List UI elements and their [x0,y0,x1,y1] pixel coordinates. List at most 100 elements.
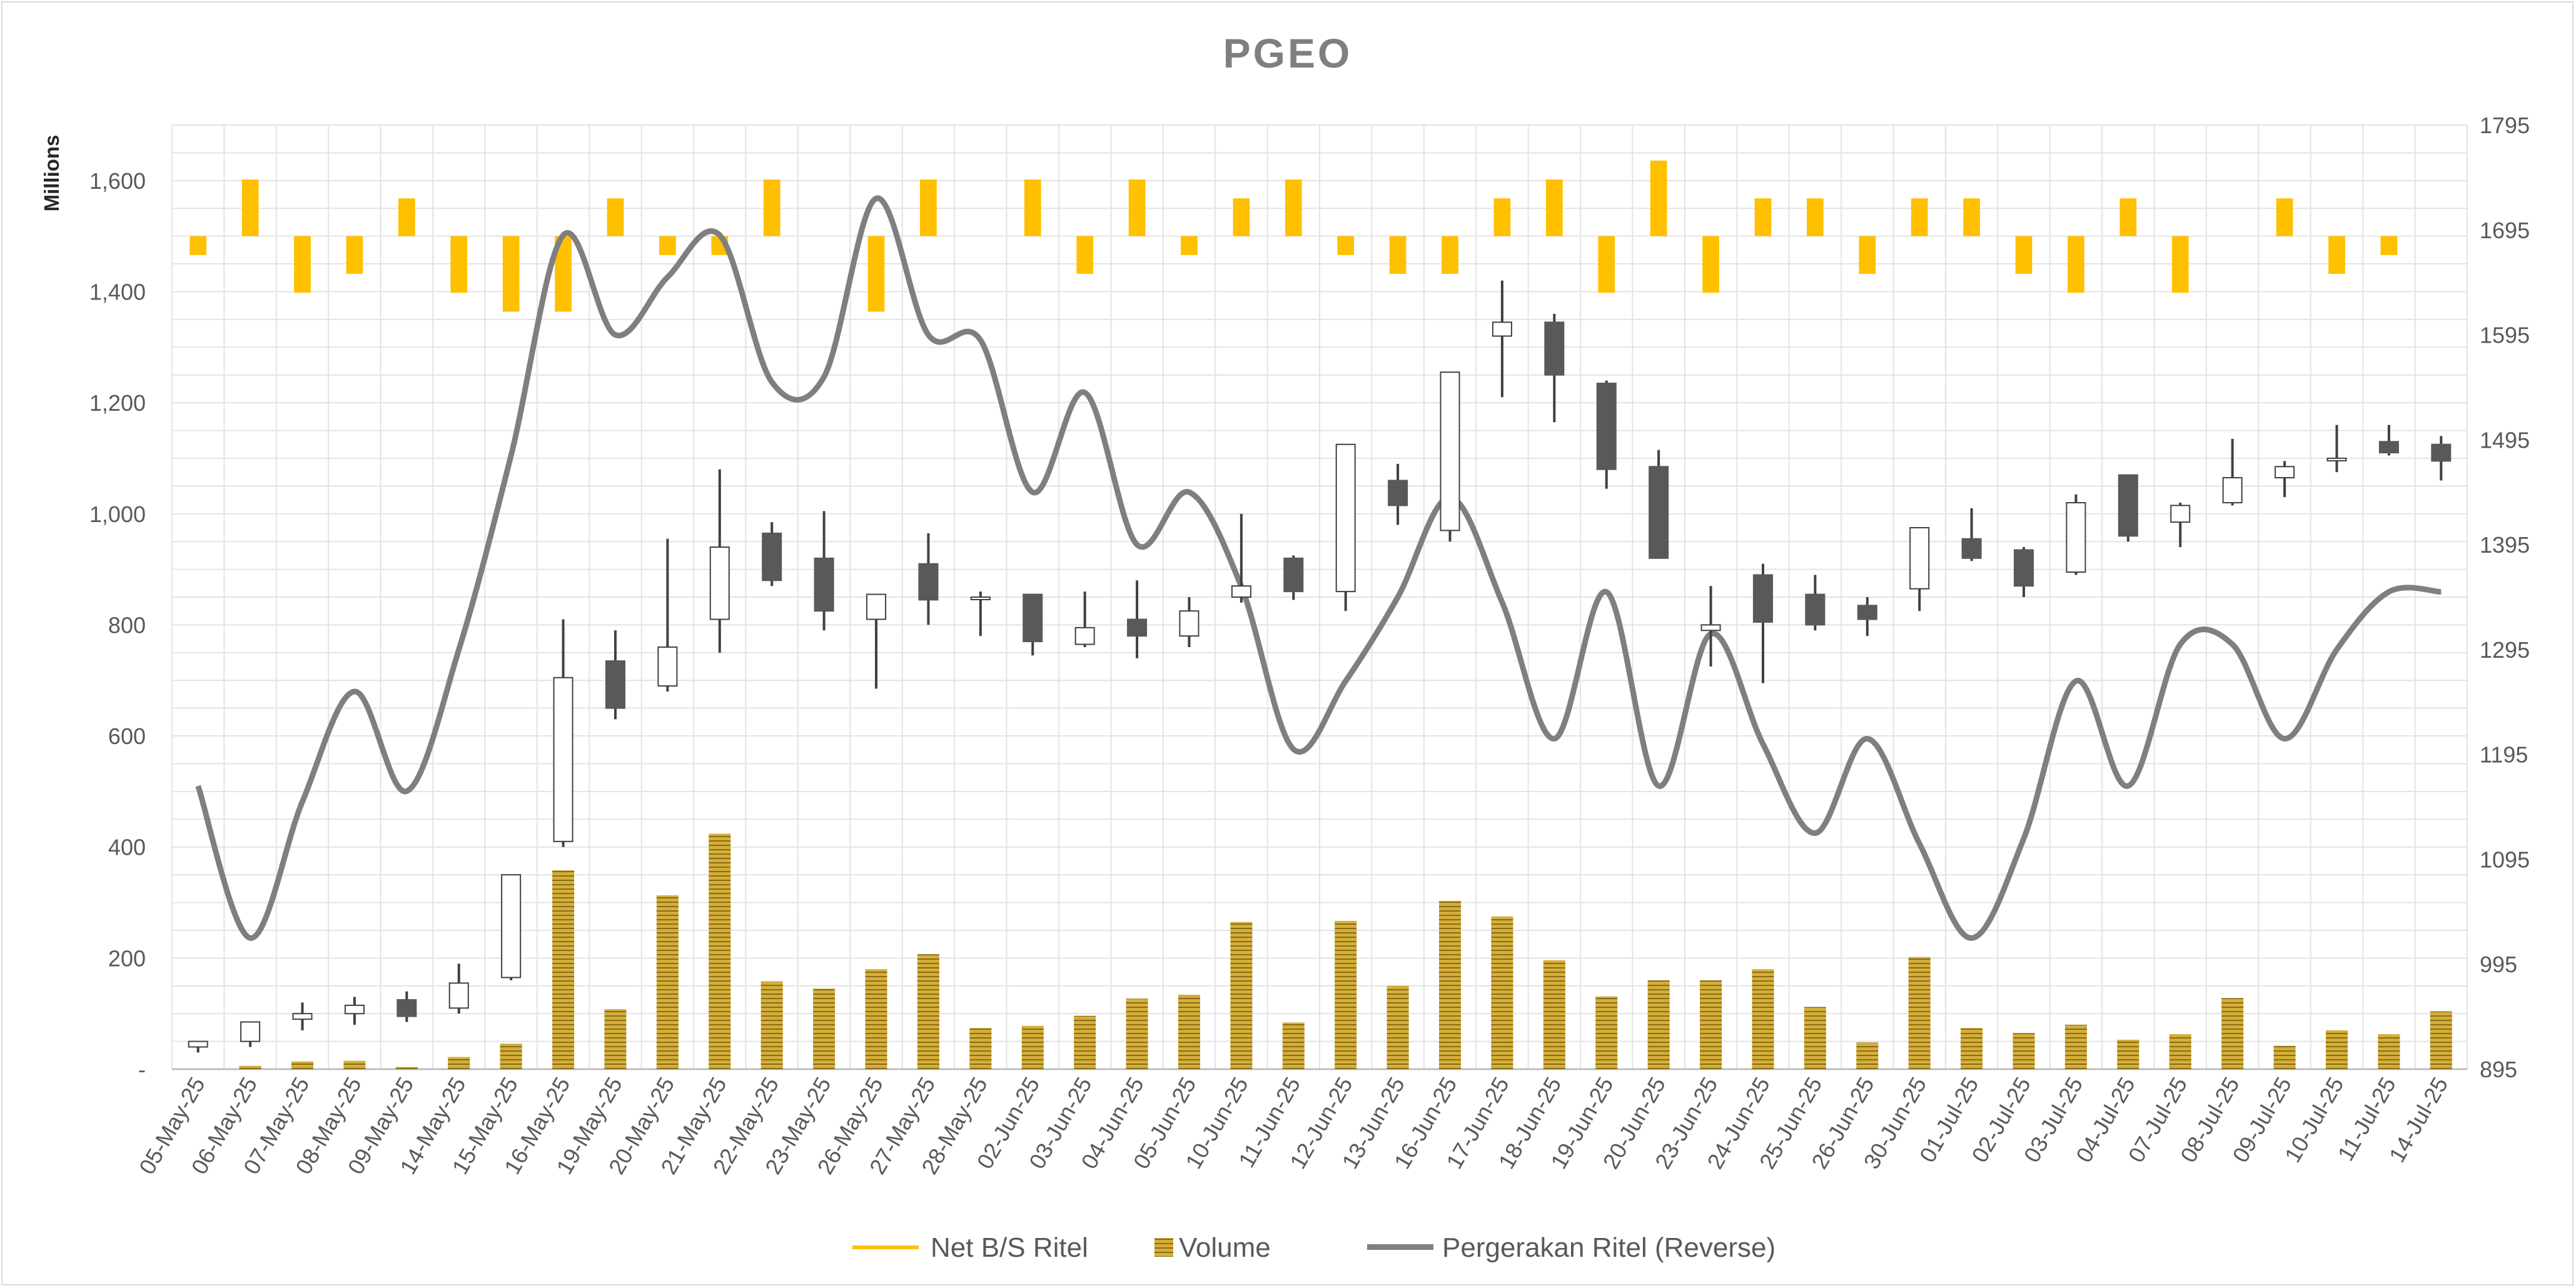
candle [918,533,939,625]
legend-volume-swatch [1154,1238,1173,1257]
candle [1283,555,1304,600]
legend-pergerakan-label: Pergerakan Ritel (Reverse) [1442,1232,1775,1263]
left-tick-label: - [138,1057,146,1082]
candle-body [1596,383,1617,470]
net-bs-bar [1233,198,1250,236]
volume-bar [2013,1033,2035,1069]
net-bs-bar [2119,198,2137,236]
net-bs-bars [189,160,2398,312]
candle [501,874,522,980]
net-bs-bar [920,179,937,236]
volume-bar [656,895,679,1069]
right-tick-label: 995 [2480,952,2517,977]
candle [553,619,573,847]
candle [605,630,625,720]
candle-body [1909,526,1930,590]
candles [188,280,2452,1053]
candle [1335,443,1356,611]
candle [1700,586,1721,667]
right-tick-label: 1695 [2480,218,2530,243]
right-tick-label: 1095 [2480,847,2530,872]
candle [1231,513,1251,603]
net-bs-bar [1442,236,1458,274]
candle-body [1179,610,1200,637]
candle [1074,591,1095,647]
volume-bar [1700,980,1722,1069]
legend-net-bs: Net B/S Ritel [852,1232,1088,1263]
net-bs-bar [1702,236,1719,293]
net-bs-bar [1807,198,1824,236]
volume-bar [760,981,783,1069]
candle-body [1335,443,1356,593]
candle-body [709,546,730,620]
volume-bar [552,870,575,1069]
candle [1752,563,1773,683]
candle [1127,580,1148,658]
volume-bar [239,1065,261,1069]
candle [344,997,365,1025]
candle [1649,450,1669,559]
net-bs-bar [1128,179,1146,236]
right-axis-ticks: 895 995 1095 1195 1295 1395 1495 1595 1695 1795 [2480,113,2530,1082]
candle [2118,474,2138,542]
volume-bar [2169,1034,2191,1069]
left-tick-label: 1,000 [89,501,146,527]
net-bs-bar [1493,198,1511,236]
candle [2066,494,2086,575]
candle [1596,380,1617,489]
candle-body [1649,466,1669,559]
net-bs-bar [2328,236,2345,274]
candle [240,1021,261,1047]
volume-bar [1074,1015,1096,1069]
candle [1544,314,1565,423]
volume-bar [1230,922,1253,1069]
volume-bar [813,989,836,1069]
candle-body [605,660,625,709]
net-bs-bar [607,198,624,236]
legend-pergerakan: Pergerakan Ritel (Reverse) [1367,1232,1775,1263]
candle [2170,503,2191,548]
candle-body [1805,593,1826,626]
net-bs-bar [867,236,885,312]
volume-bar [291,1061,314,1069]
volume-bar [2221,998,2244,1069]
candle-body [657,646,678,687]
candle-body [2014,549,2034,587]
left-tick-label: 1,200 [89,390,146,416]
volume-bar [1804,1007,1826,1069]
candle [448,963,469,1014]
volume-bar [1647,980,1670,1069]
candle-body [866,593,887,620]
candle-body [448,982,469,1009]
volume-bar [1021,1025,1044,1069]
candle [866,593,887,689]
net-bs-bar [189,236,207,255]
pergerakan-ritel-line [195,195,2442,941]
candle [814,511,834,631]
right-tick-label: 1295 [2480,637,2530,663]
volume-bar [1491,916,1513,1069]
candle [2222,438,2243,506]
right-tick-label: 1495 [2480,427,2530,453]
right-tick-label: 895 [2480,1057,2517,1082]
candle-body [1283,557,1304,593]
candle [1961,508,1982,561]
left-tick-label: 200 [108,945,146,971]
volume-bar [1908,957,1931,1069]
net-bs-bar [398,198,415,236]
candle-body [1127,618,1148,637]
net-bs-bar [1389,236,1407,274]
volume-bar [1752,969,1774,1069]
legend-volume: Volume [1154,1232,1271,1263]
net-bs-bar [346,236,363,274]
x-axis-ticks: 05-May-2506-May-2507-May-2508-May-2509-M… [134,1073,2453,1179]
volume-bar [1543,960,1565,1069]
volume-bars [239,833,2452,1069]
candle-body [2431,443,2452,462]
volume-bar [969,1028,992,1069]
candle [1023,593,1043,656]
volume-bar [2273,1045,2296,1069]
candle-body [1440,371,1460,531]
candle [2378,425,2399,456]
volume-bar [1178,994,1200,1069]
